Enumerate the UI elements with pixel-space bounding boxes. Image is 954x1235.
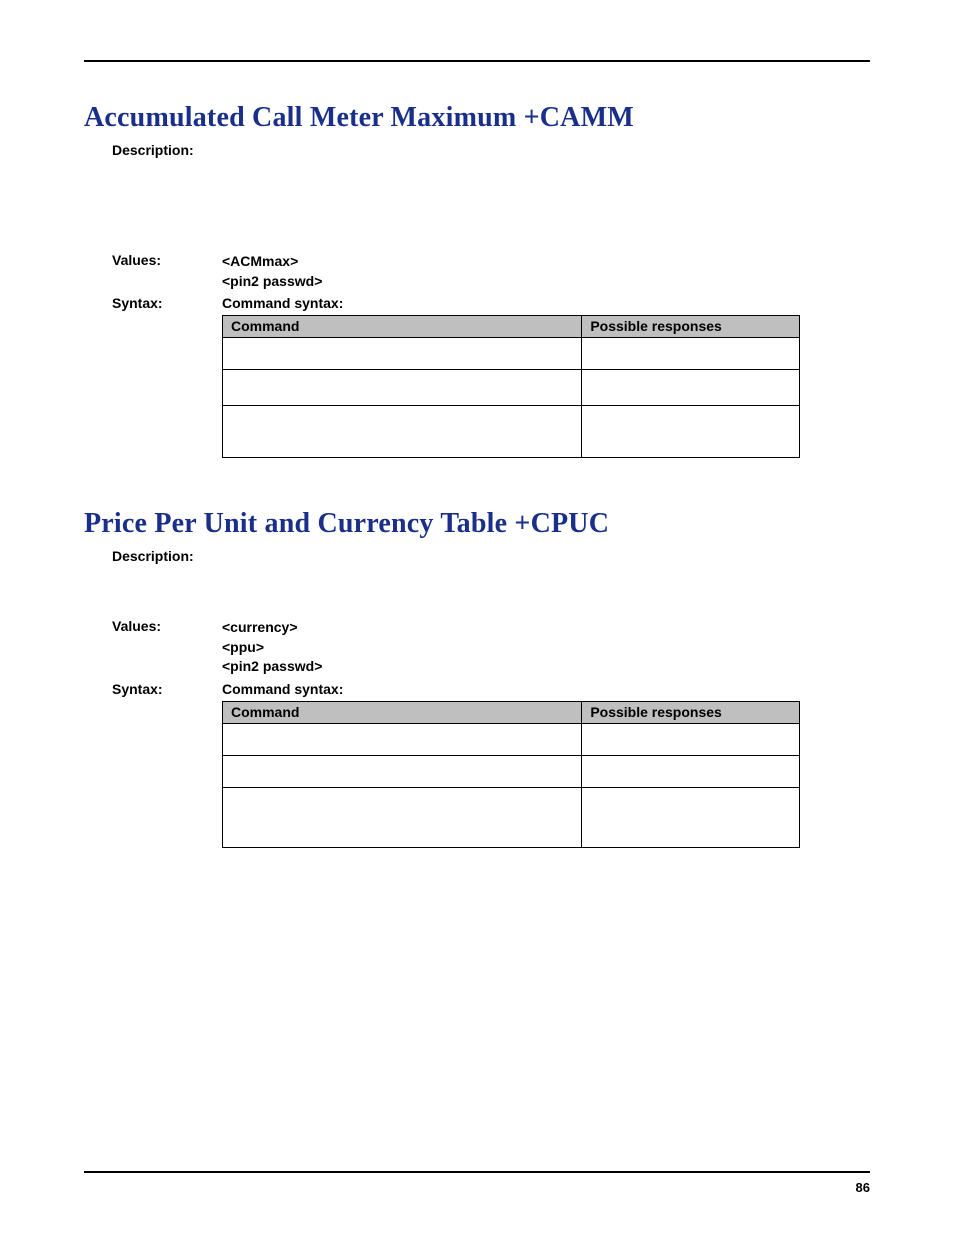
command-syntax-label: Command syntax: bbox=[222, 681, 870, 697]
syntax-label: Syntax: bbox=[112, 295, 222, 311]
page: Accumulated Call Meter Maximum +CAMM Des… bbox=[0, 0, 954, 1235]
values-row: Values: <ACMmax> <pin2 passwd> bbox=[112, 252, 870, 291]
section-heading-camm: Accumulated Call Meter Maximum +CAMM bbox=[84, 102, 870, 134]
description-label: Description: bbox=[112, 142, 222, 158]
table-cell bbox=[223, 787, 582, 847]
table-row bbox=[223, 723, 800, 755]
spacer bbox=[112, 568, 870, 618]
values-label: Values: bbox=[112, 618, 222, 634]
section-body: Description: Values: <currency> <ppu> <p… bbox=[84, 548, 870, 848]
table-header-row: Command Possible responses bbox=[223, 701, 800, 723]
value-item: <currency> bbox=[222, 618, 870, 638]
table-cell bbox=[223, 370, 582, 406]
value-item: <ACMmax> bbox=[222, 252, 870, 272]
table-row bbox=[223, 370, 800, 406]
table-cell bbox=[582, 370, 800, 406]
table-cell bbox=[223, 406, 582, 458]
value-item: <pin2 passwd> bbox=[222, 272, 870, 292]
command-syntax-label: Command syntax: bbox=[222, 295, 870, 311]
value-item: <ppu> bbox=[222, 638, 870, 658]
table-row bbox=[223, 406, 800, 458]
table-header-responses: Possible responses bbox=[582, 316, 800, 338]
table-cell bbox=[223, 723, 582, 755]
table-cell bbox=[582, 787, 800, 847]
description-row: Description: bbox=[112, 142, 870, 158]
table-cell bbox=[582, 338, 800, 370]
page-number: 86 bbox=[856, 1180, 870, 1195]
description-row: Description: bbox=[112, 548, 870, 564]
values-label: Values: bbox=[112, 252, 222, 268]
table-row bbox=[223, 338, 800, 370]
table-cell bbox=[223, 338, 582, 370]
syntax-row: Syntax: Command syntax: Command Possible… bbox=[112, 295, 870, 458]
syntax-row: Syntax: Command syntax: Command Possible… bbox=[112, 681, 870, 848]
table-cell bbox=[582, 723, 800, 755]
bottom-rule bbox=[84, 1171, 870, 1173]
top-rule bbox=[84, 60, 870, 62]
spacer bbox=[112, 162, 870, 252]
table-header-command: Command bbox=[223, 316, 582, 338]
syntax-value: Command syntax: Command Possible respons… bbox=[222, 295, 870, 458]
values-list: <currency> <ppu> <pin2 passwd> bbox=[222, 618, 870, 677]
table-cell bbox=[582, 755, 800, 787]
value-item: <pin2 passwd> bbox=[222, 657, 870, 677]
table-cell bbox=[582, 406, 800, 458]
section-body: Description: Values: <ACMmax> <pin2 pass… bbox=[84, 142, 870, 458]
table-row bbox=[223, 755, 800, 787]
description-label: Description: bbox=[112, 548, 222, 564]
command-table: Command Possible responses bbox=[222, 701, 800, 848]
values-list: <ACMmax> <pin2 passwd> bbox=[222, 252, 870, 291]
table-row bbox=[223, 787, 800, 847]
table-header-responses: Possible responses bbox=[582, 701, 800, 723]
section-heading-cpuc: Price Per Unit and Currency Table +CPUC bbox=[84, 508, 870, 540]
table-cell bbox=[223, 755, 582, 787]
table-header-row: Command Possible responses bbox=[223, 316, 800, 338]
values-row: Values: <currency> <ppu> <pin2 passwd> bbox=[112, 618, 870, 677]
table-header-command: Command bbox=[223, 701, 582, 723]
command-table: Command Possible responses bbox=[222, 315, 800, 458]
syntax-value: Command syntax: Command Possible respons… bbox=[222, 681, 870, 848]
syntax-label: Syntax: bbox=[112, 681, 222, 697]
